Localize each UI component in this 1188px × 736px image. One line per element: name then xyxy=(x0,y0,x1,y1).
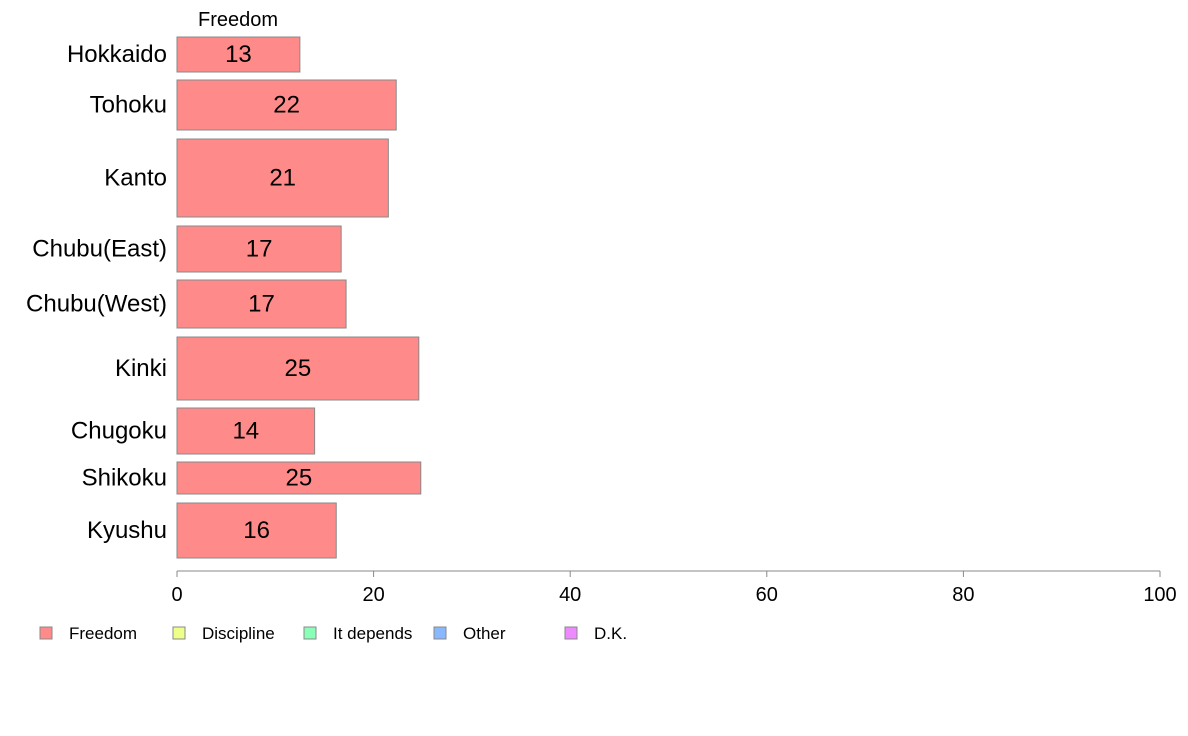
column-label-freedom: Freedom xyxy=(198,9,278,31)
legend-label-freedom: Freedom xyxy=(69,624,137,643)
value-label-chugoku: 14 xyxy=(232,418,259,445)
x-tick-label: 60 xyxy=(756,584,778,606)
legend-label-it-depends: It depends xyxy=(333,624,412,643)
bar-kyushu-freedom xyxy=(176,502,337,559)
legend-swatch-discipline xyxy=(172,626,186,640)
bar-hokkaido-freedom xyxy=(176,36,301,73)
x-tick-label: 80 xyxy=(952,584,974,606)
value-label-kanto: 21 xyxy=(269,165,296,192)
bar-kinki-freedom xyxy=(176,336,420,401)
bar-chubu-west-freedom xyxy=(176,279,347,329)
value-labels-group: 13 22 21 17 17 25 14 25 16 xyxy=(225,41,312,544)
bar-shikoku-freedom xyxy=(176,461,422,495)
category-label-chubu-west: Chubu(West) xyxy=(26,291,167,318)
legend-swatch-it-depends xyxy=(303,626,317,640)
value-label-chubu-east: 17 xyxy=(246,236,273,263)
category-label-shikoku: Shikoku xyxy=(82,465,167,492)
bar-kanto-freedom xyxy=(176,138,389,218)
category-label-kyushu: Kyushu xyxy=(87,517,167,544)
legend-swatch-other xyxy=(433,626,447,640)
value-label-shikoku: 25 xyxy=(286,465,313,492)
legend-label-discipline: Discipline xyxy=(202,624,275,643)
x-tick-label: 40 xyxy=(559,584,581,606)
legend-swatch-freedom xyxy=(39,626,53,640)
category-label-kanto: Kanto xyxy=(104,165,167,192)
legend: Freedom Discipline It depends Other D.K. xyxy=(39,624,627,643)
category-labels-group: Hokkaido Tohoku Kanto Chubu(East) Chubu(West… xyxy=(26,41,167,544)
value-label-tohoku: 22 xyxy=(273,92,300,119)
x-axis: 0 20 40 60 80 100 xyxy=(171,570,1177,606)
bars-group xyxy=(176,36,422,559)
bar-tohoku-freedom xyxy=(176,79,397,131)
value-label-hokkaido: 13 xyxy=(225,41,252,68)
category-label-chubu-east: Chubu(East) xyxy=(32,236,167,263)
category-label-hokkaido: Hokkaido xyxy=(67,41,167,68)
x-tick-label: 20 xyxy=(362,584,384,606)
category-label-kinki: Kinki xyxy=(115,355,167,382)
value-label-kinki: 25 xyxy=(285,355,312,382)
x-tick-label: 0 xyxy=(171,584,182,606)
bar-chugoku-freedom xyxy=(176,407,316,455)
legend-label-other: Other xyxy=(463,624,506,643)
category-label-tohoku: Tohoku xyxy=(90,92,167,119)
x-tick-label: 100 xyxy=(1143,584,1176,606)
bar-chubu-east-freedom xyxy=(176,225,342,273)
legend-label-d-k: D.K. xyxy=(594,624,627,643)
category-label-chugoku: Chugoku xyxy=(71,418,167,445)
value-label-kyushu: 16 xyxy=(243,517,270,544)
legend-swatch-d-k xyxy=(564,626,578,640)
value-label-chubu-west: 17 xyxy=(248,291,275,318)
